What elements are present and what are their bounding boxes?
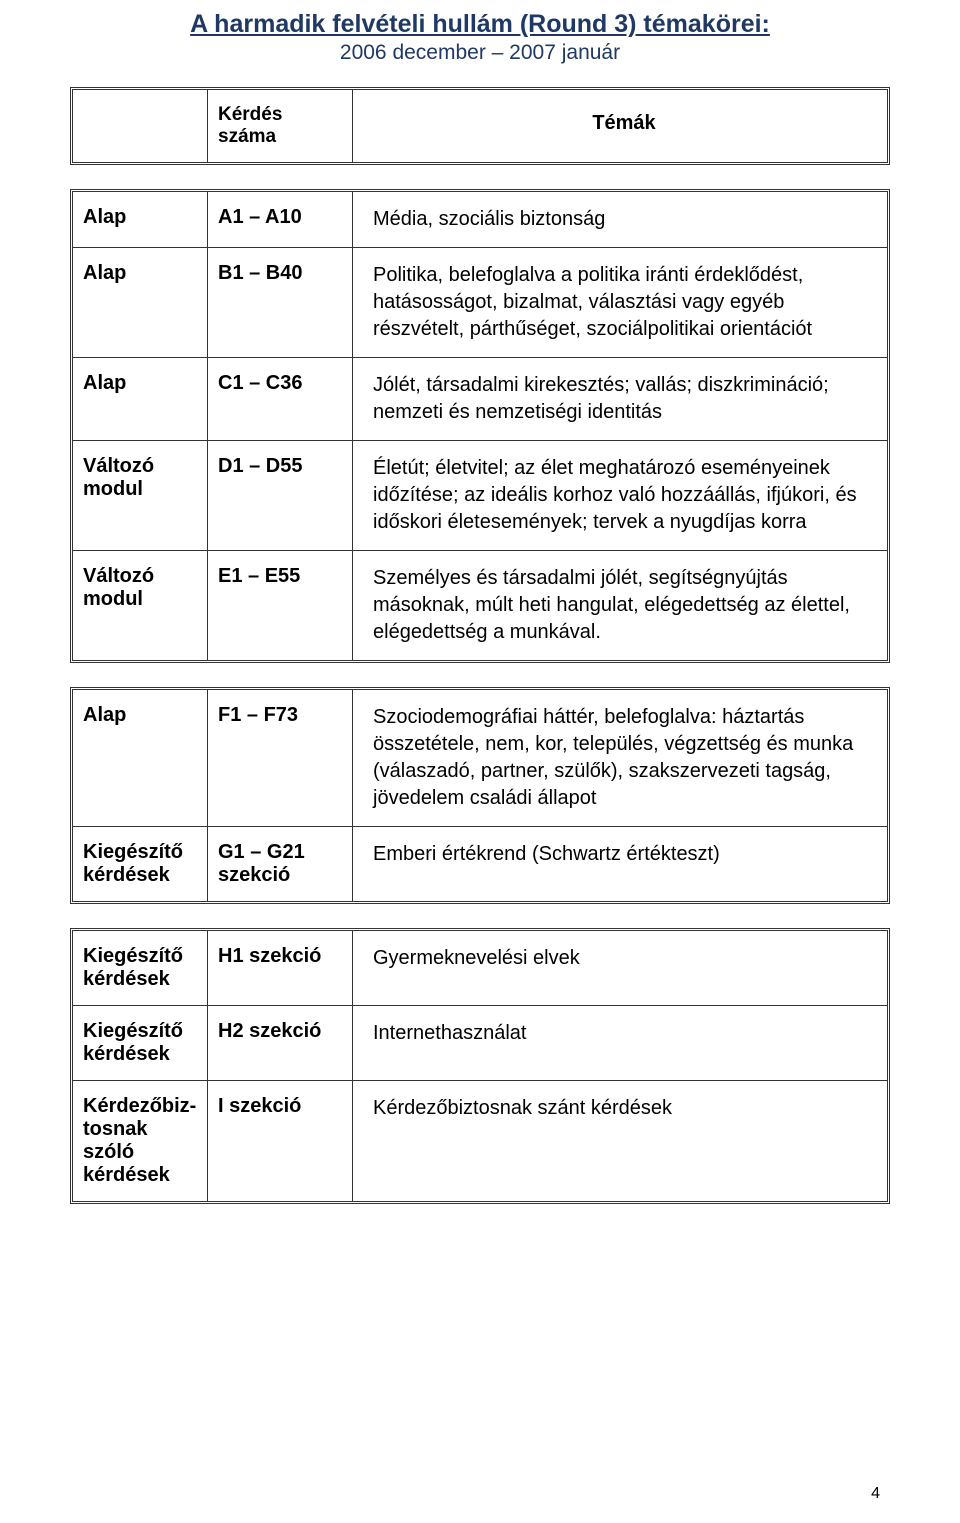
table-section-header: Kérdés száma Témák [70,87,890,165]
cell-category: Alap [73,358,208,440]
cell-topic: Politika, belefoglalva a politika iránti… [353,248,887,357]
table-header-row: Kérdés száma Témák [73,90,887,162]
cell-category: Kiegészítő kérdések [73,1006,208,1080]
table-row: Alap B1 – B40 Politika, belefoglalva a p… [73,248,887,358]
cell-topic: Emberi értékrend (Schwartz értékteszt) [353,827,887,901]
table-row: Kiegészítő kérdések G1 – G21 szekció Emb… [73,827,887,901]
cell-topic: Média, szociális biztonság [353,192,887,247]
table-row: Kérdezőbiz-tosnak szóló kérdések I szekc… [73,1081,887,1201]
cell-question-range: H1 szekció [208,931,353,1005]
cell-category: Kiegészítő kérdések [73,931,208,1005]
cell-category: Változó modul [73,551,208,660]
page-number: 4 [871,1485,880,1503]
header-cell-topics: Témák [353,90,887,162]
cell-category: Változó modul [73,441,208,550]
cell-question-range: C1 – C36 [208,358,353,440]
table-row: Változó modul D1 – D55 Életút; életvitel… [73,441,887,551]
header-cell-category [73,90,208,162]
cell-question-range: E1 – E55 [208,551,353,660]
cell-topic: Gyermeknevelési elvek [353,931,887,1005]
cell-question-range: G1 – G21 szekció [208,827,353,901]
cell-category: Alap [73,192,208,247]
cell-question-range: B1 – B40 [208,248,353,357]
table-row: Alap F1 – F73 Szociodemográfiai háttér, … [73,690,887,827]
header-cell-question-range: Kérdés száma [208,90,353,162]
table-row: Alap A1 – A10 Média, szociális biztonság [73,192,887,248]
cell-topic: Jólét, társadalmi kirekesztés; vallás; d… [353,358,887,440]
document-page: A harmadik felvételi hullám (Round 3) té… [0,0,960,1268]
cell-question-range: H2 szekció [208,1006,353,1080]
table-section-3: Kiegészítő kérdések H1 szekció Gyermekne… [70,928,890,1204]
page-title: A harmadik felvételi hullám (Round 3) té… [70,10,890,39]
cell-topic: Szociodemográfiai háttér, belefoglalva: … [353,690,887,826]
page-subtitle: 2006 december – 2007 január [70,41,890,65]
cell-category: Alap [73,690,208,826]
cell-category: Alap [73,248,208,357]
cell-question-range: D1 – D55 [208,441,353,550]
table-section-2: Alap F1 – F73 Szociodemográfiai háttér, … [70,687,890,904]
cell-question-range: F1 – F73 [208,690,353,826]
table-row: Változó modul E1 – E55 Személyes és társ… [73,551,887,660]
cell-question-range: I szekció [208,1081,353,1201]
table-section-1: Alap A1 – A10 Média, szociális biztonság… [70,189,890,663]
cell-category: Kiegészítő kérdések [73,827,208,901]
cell-question-range: A1 – A10 [208,192,353,247]
cell-category: Kérdezőbiz-tosnak szóló kérdések [73,1081,208,1201]
cell-topic: Kérdezőbiztosnak szánt kérdések [353,1081,887,1201]
table-row: Alap C1 – C36 Jólét, társadalmi kirekesz… [73,358,887,441]
cell-topic: Életút; életvitel; az élet meghatározó e… [353,441,887,550]
cell-topic: Személyes és társadalmi jólét, segítségn… [353,551,887,660]
table-row: Kiegészítő kérdések H2 szekció Interneth… [73,1006,887,1081]
table-row: Kiegészítő kérdések H1 szekció Gyermekne… [73,931,887,1006]
cell-topic: Internethasználat [353,1006,887,1080]
